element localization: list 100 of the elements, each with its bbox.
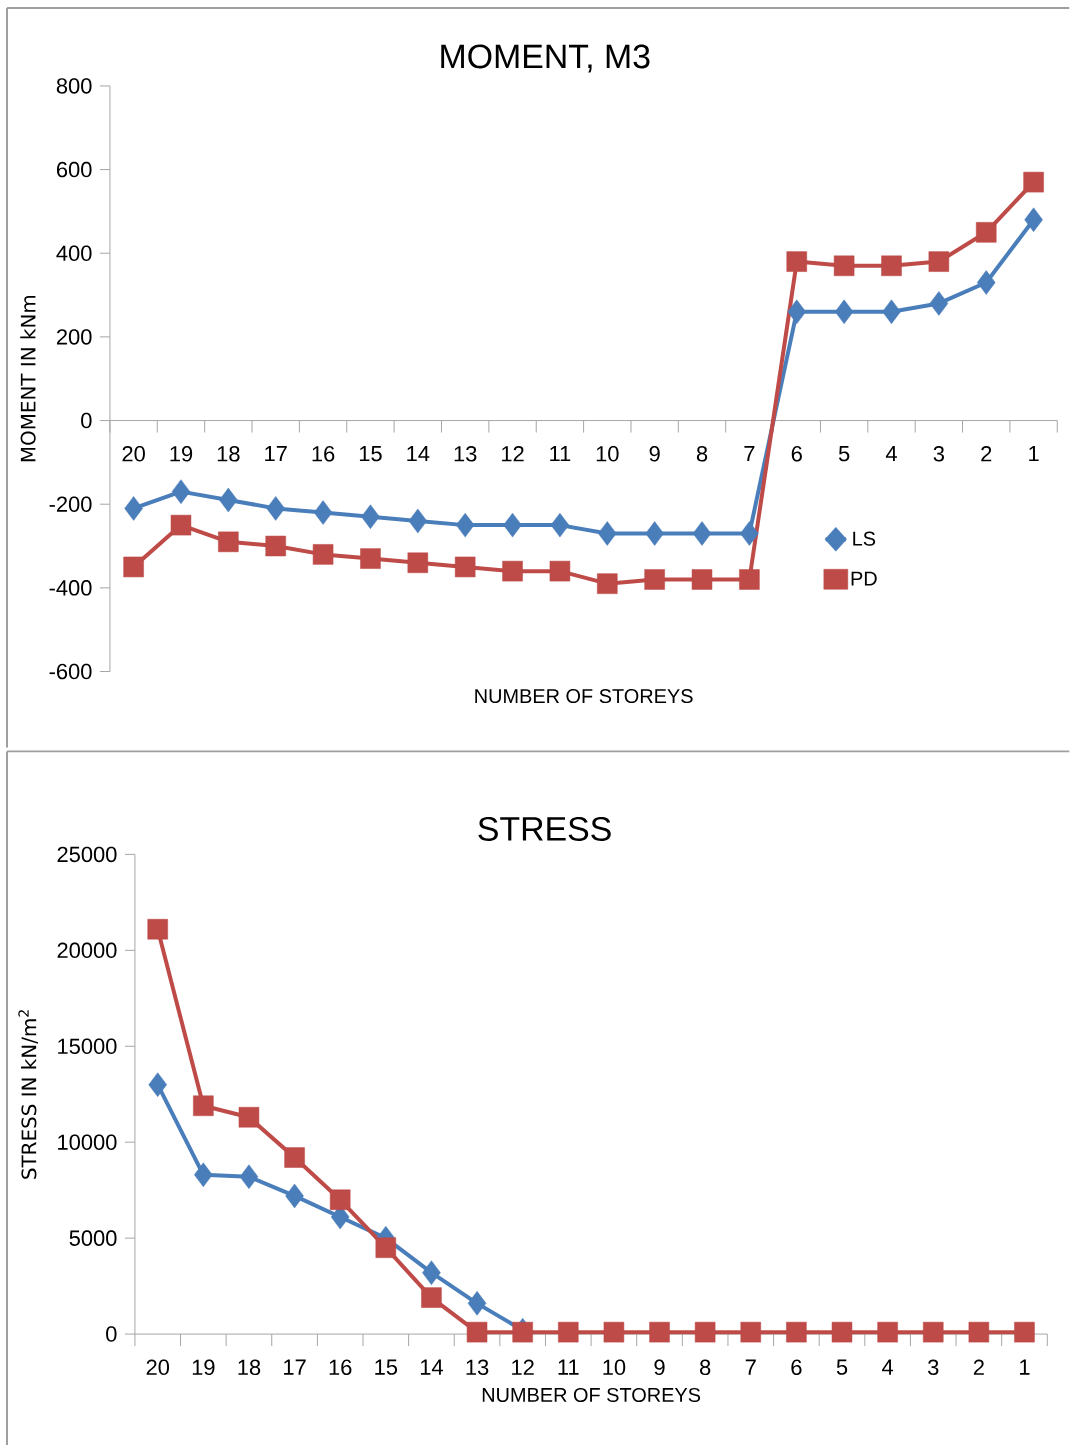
point: [928, 251, 949, 272]
point: [597, 521, 617, 546]
x-tick-label: 17: [265, 446, 287, 462]
y-tick-label: 200: [56, 329, 92, 345]
x-tick-label: 14: [407, 446, 430, 462]
y-tick-label: 600: [56, 161, 92, 178]
y-tick-label: 10000: [58, 1134, 117, 1150]
legend-label: LS: [853, 531, 875, 546]
x-tick-label: 10: [596, 446, 619, 462]
point: [407, 552, 428, 574]
point: [329, 1189, 351, 1210]
x-axis-title: NUMBER OF STOREYS: [482, 1387, 700, 1402]
x-tick-label: 19: [170, 446, 192, 462]
x-axis-title: NUMBER OF STOREYS: [475, 689, 693, 704]
point: [644, 569, 665, 590]
y-tick-label: 20000: [57, 942, 117, 959]
point: [550, 512, 570, 538]
x-tick-label: 8: [696, 446, 708, 462]
point: [148, 1072, 167, 1097]
point: [265, 535, 286, 557]
x-tick-label: 18: [217, 446, 240, 462]
x-tick-label: 14: [420, 1359, 443, 1375]
point: [360, 548, 381, 569]
x-tick-label: 17: [283, 1359, 306, 1375]
point: [238, 1107, 260, 1128]
point: [422, 1260, 441, 1285]
y-tick-label: 800: [56, 78, 92, 94]
point: [557, 1321, 579, 1343]
x-tick-label: 1: [1019, 1359, 1030, 1375]
y-tick-label: 0: [105, 1326, 117, 1342]
x-tick-label: 19: [192, 1359, 215, 1376]
point: [171, 479, 191, 504]
point: [1024, 207, 1043, 233]
x-tick-label: 13: [466, 1359, 489, 1376]
point: [603, 1321, 625, 1343]
point: [467, 1291, 487, 1316]
point: [503, 512, 522, 538]
point: [549, 560, 571, 582]
y-tick-label: 25000: [57, 846, 117, 863]
point: [1023, 171, 1044, 193]
point: [239, 1164, 259, 1189]
point: [834, 299, 854, 325]
x-tick-label: 11: [550, 446, 571, 462]
point: [740, 521, 759, 546]
point: [124, 496, 143, 521]
x-tick-label: 9: [649, 446, 660, 462]
point: [976, 270, 996, 295]
x-tick-label: 10: [603, 1359, 626, 1376]
x-tick-label: 13: [454, 446, 477, 462]
point: [217, 531, 239, 553]
point: [882, 299, 901, 325]
x-tick-label: 7: [745, 1359, 756, 1375]
x-tick-label: 2: [981, 446, 992, 462]
point: [975, 222, 997, 243]
point: [787, 299, 806, 325]
point: [831, 1321, 853, 1343]
point: [170, 514, 192, 536]
point: [1014, 1321, 1035, 1343]
y-tick-label: 0: [80, 412, 92, 429]
point: [786, 251, 807, 272]
point: [455, 512, 475, 538]
y-axis-title: MOMENT IN kNm: [20, 295, 36, 462]
chart-title: MOMENT, M3: [441, 44, 650, 73]
point: [694, 1321, 716, 1343]
point: [375, 1237, 396, 1258]
point: [312, 544, 334, 565]
point: [454, 556, 476, 578]
x-tick-label: 12: [501, 446, 524, 462]
point: [929, 291, 948, 316]
x-tick-label: 4: [881, 1359, 893, 1375]
x-tick-label: 1: [1029, 446, 1039, 462]
point: [218, 487, 238, 513]
point: [596, 573, 618, 594]
point: [361, 504, 380, 529]
x-tick-label: 3: [933, 446, 944, 462]
point: [691, 569, 713, 590]
point: [421, 1287, 442, 1308]
point: [192, 1095, 214, 1116]
point: [739, 569, 760, 590]
point: [266, 496, 285, 521]
y-tick-label: -200: [49, 496, 92, 512]
legend-label: PD: [851, 571, 877, 586]
x-tick-label: 20: [122, 446, 145, 462]
point: [833, 255, 855, 277]
point: [692, 521, 712, 546]
y-axis-title: STRESS IN kN/m$^{2}$: [18, 1010, 38, 1179]
x-tick-label: 15: [359, 446, 382, 462]
x-tick-label: 8: [699, 1359, 711, 1376]
x-tick-label: 6: [791, 446, 802, 462]
x-tick-label: 3: [927, 1359, 939, 1376]
point: [968, 1321, 989, 1343]
point: [147, 918, 168, 940]
x-tick-label: 18: [238, 1359, 261, 1376]
x-tick-label: 5: [838, 446, 850, 462]
point: [502, 560, 523, 582]
point: [193, 1162, 213, 1188]
x-tick-label: 9: [654, 1359, 665, 1376]
point: [466, 1321, 488, 1343]
point: [313, 500, 333, 525]
point: [922, 1321, 944, 1343]
